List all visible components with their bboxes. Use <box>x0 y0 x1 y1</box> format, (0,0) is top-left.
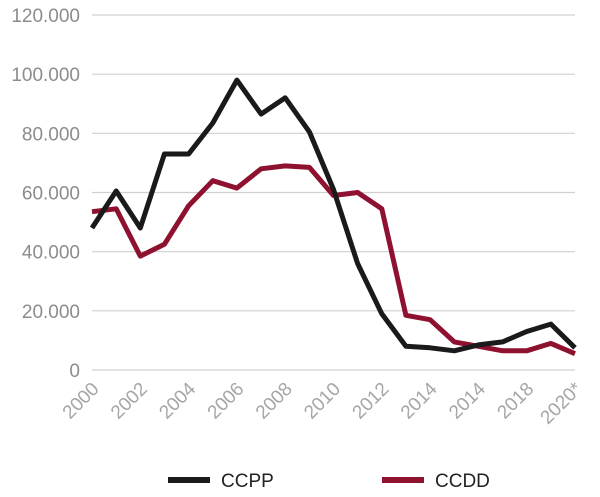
x-axis-ticks: 2000 2002 2004 2006 2008 2010 2012 2014 2014 2018… <box>59 378 587 428</box>
x-tick-label: 2002 <box>107 379 152 424</box>
x-tick-label: 2008 <box>252 379 297 424</box>
x-tick-label: 2014 <box>397 378 442 423</box>
x-tick-label: 2000 <box>59 379 104 424</box>
y-tick-label: 100.000 <box>11 65 80 86</box>
x-tick-label: 2004 <box>155 378 200 423</box>
y-tick-label: 120.000 <box>11 6 80 27</box>
y-tick-label: 0 <box>69 361 80 382</box>
x-tick-label: 2010 <box>300 379 345 424</box>
grid-lines <box>92 14 575 371</box>
legend-label-ccpp: CCPP <box>221 471 274 492</box>
y-tick-label: 80.000 <box>22 124 80 145</box>
y-tick-label: 20.000 <box>22 302 80 323</box>
legend: CCPP CCDD <box>168 471 490 492</box>
series-line-ccpp <box>89 77 577 354</box>
x-tick-label: 2006 <box>204 379 249 424</box>
x-tick-label: 2012 <box>349 379 394 424</box>
y-tick-label: 60.000 <box>22 184 80 205</box>
y-axis-ticks: 0 20.000 40.000 60.000 80.000 100.000 120.000 <box>11 6 80 382</box>
x-tick-label: 2014 <box>445 378 490 423</box>
y-tick-label: 40.000 <box>22 243 80 264</box>
x-tick-label: 2018 <box>493 379 538 424</box>
x-tick-label: 2020* <box>537 378 587 428</box>
legend-label-ccdd: CCDD <box>435 471 490 492</box>
series-lines <box>89 77 577 356</box>
